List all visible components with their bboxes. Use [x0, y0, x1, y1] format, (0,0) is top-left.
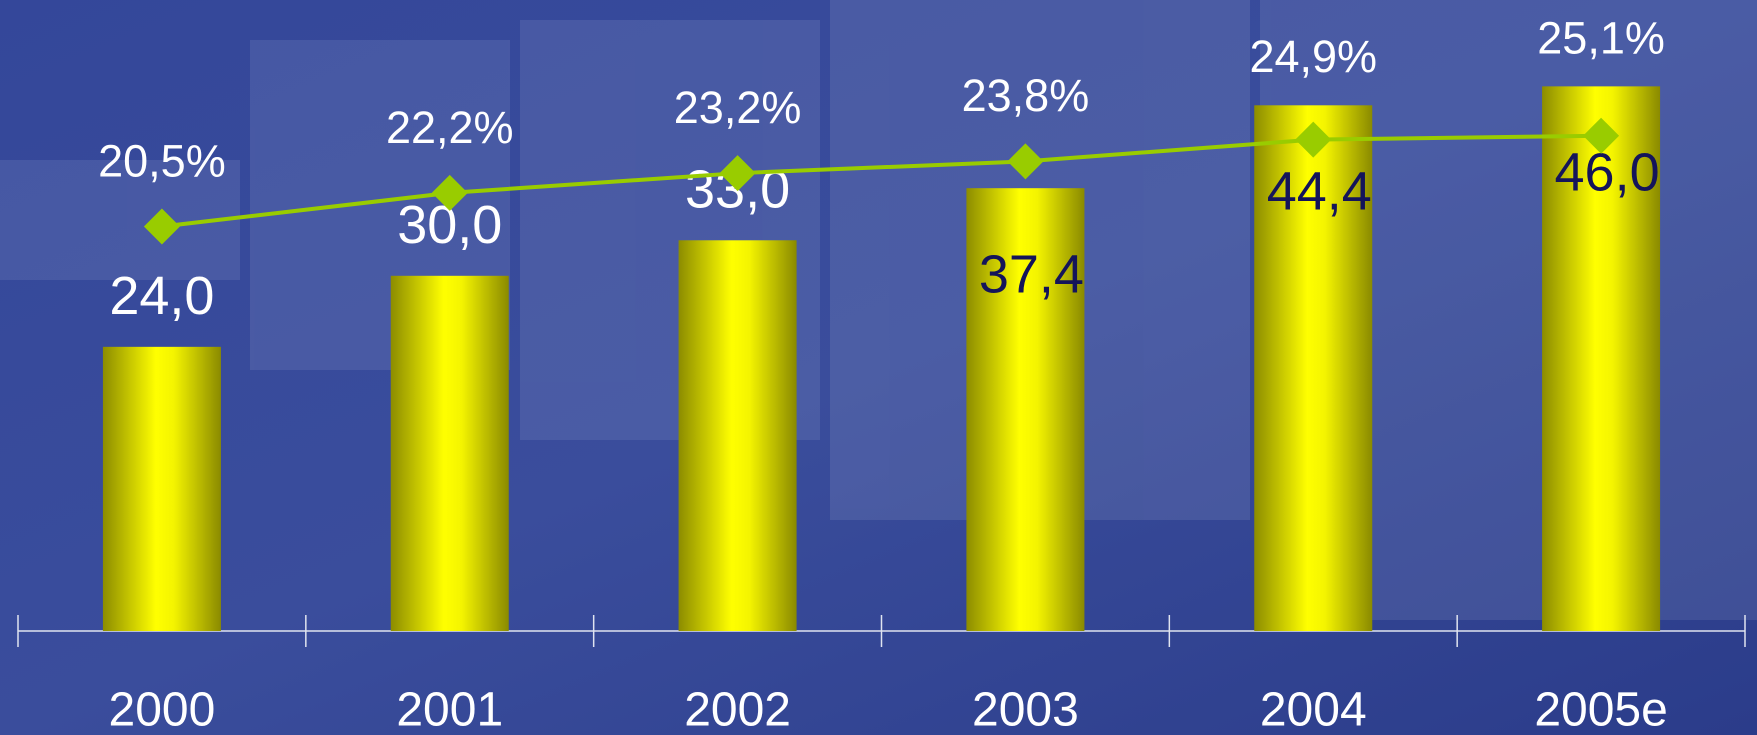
line-marker — [1007, 143, 1044, 180]
x-tick-label: 2000 — [109, 684, 216, 735]
line-marker — [431, 174, 468, 211]
bar — [1542, 86, 1661, 632]
line-value-label: 23,2% — [674, 82, 802, 133]
line-value-label: 24,9% — [1249, 31, 1377, 82]
line-marker — [719, 155, 756, 192]
bar — [102, 346, 221, 631]
line-value-label: 20,5% — [98, 135, 226, 186]
bar-value-label: 24,0 — [109, 266, 214, 326]
line-marker — [1583, 117, 1620, 154]
x-tick-label: 2005e — [1534, 684, 1667, 735]
line-value-label: 23,8% — [962, 70, 1090, 121]
line-marker — [143, 208, 180, 245]
line-value-label: 25,1% — [1537, 12, 1665, 63]
bar-value-label: 46,0 — [1555, 143, 1660, 203]
line-value-label: 22,2% — [386, 102, 514, 153]
x-tick-label: 2002 — [684, 684, 791, 735]
bar-value-label: 37,4 — [979, 244, 1084, 304]
line — [161, 133, 1602, 229]
bar — [678, 240, 797, 631]
bar — [390, 275, 509, 631]
bar — [1254, 105, 1373, 631]
x-tick-label: 2004 — [1260, 684, 1367, 735]
x-tick-label: 2003 — [972, 684, 1079, 735]
bar-value-label: 44,4 — [1267, 162, 1372, 222]
bar — [966, 188, 1085, 631]
x-tick-label: 2001 — [396, 684, 503, 735]
line-marker — [1295, 121, 1332, 158]
